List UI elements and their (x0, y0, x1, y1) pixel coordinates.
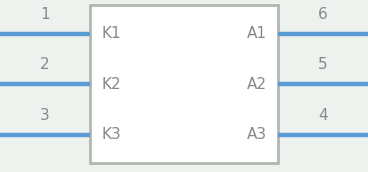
Text: K1: K1 (101, 26, 121, 41)
Text: 2: 2 (40, 57, 50, 72)
Text: K3: K3 (101, 127, 121, 142)
Text: 1: 1 (40, 7, 50, 22)
Text: A1: A1 (247, 26, 267, 41)
Bar (90, 5, 278, 163)
Text: 3: 3 (40, 108, 50, 123)
Text: K2: K2 (101, 77, 121, 92)
Text: A3: A3 (247, 127, 267, 142)
Text: 5: 5 (318, 57, 328, 72)
Text: 6: 6 (318, 7, 328, 22)
Text: A2: A2 (247, 77, 267, 92)
Text: 4: 4 (318, 108, 328, 123)
